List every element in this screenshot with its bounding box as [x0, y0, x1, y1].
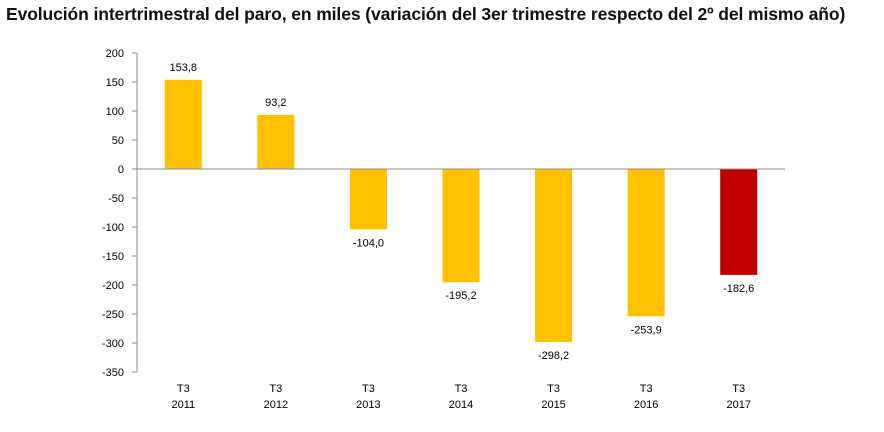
y-tick-label: -150 — [102, 251, 124, 263]
bars — [164, 79, 758, 342]
bar — [164, 79, 202, 169]
bar — [720, 169, 758, 275]
y-tick-label: 0 — [118, 164, 124, 176]
y-tick-label: 150 — [106, 77, 124, 89]
data-labels: 153,8 93,2 -104,0 -195,2 -298,2 -253,9 -182,6 — [170, 62, 755, 362]
bar — [349, 169, 387, 230]
bar — [627, 169, 665, 317]
data-label: -104,0 — [353, 237, 384, 249]
x-tick-label: 2015 — [541, 399, 565, 411]
y-tick-label: 100 — [106, 106, 124, 118]
x-tick-label: 2016 — [634, 399, 658, 411]
y-tick-label: -250 — [102, 309, 124, 321]
data-label: -195,2 — [445, 290, 476, 302]
x-tick-label: T3 — [269, 383, 282, 395]
y-tick-label: -50 — [108, 193, 124, 205]
chart-title: Evolución intertrimestral del paro, en m… — [6, 4, 846, 24]
data-label: 93,2 — [265, 97, 286, 109]
y-tick-label: -300 — [102, 338, 124, 350]
x-tick-label: 2011 — [171, 399, 195, 411]
y-tick-label: -350 — [102, 367, 124, 379]
y-tick-label: 200 — [106, 48, 124, 60]
x-tick-label: T3 — [177, 383, 190, 395]
data-label: -182,6 — [723, 283, 754, 295]
data-label: -253,9 — [631, 324, 662, 336]
x-tick-label: T3 — [732, 383, 745, 395]
y-tick-label: -100 — [102, 222, 124, 234]
x-tick-label: 2017 — [726, 399, 750, 411]
x-tick-label: 2014 — [449, 399, 473, 411]
bar — [257, 114, 295, 169]
bar — [442, 169, 480, 283]
y-tick-label: -200 — [102, 280, 124, 292]
x-axis: T3 2011 T3 2012 T3 2013 T3 2014 T3 2015 T3 2016 T3 20… — [137, 168, 785, 411]
bar — [535, 169, 573, 342]
data-label: -298,2 — [538, 350, 569, 362]
x-tick-label: T3 — [640, 383, 653, 395]
y-axis: 200 150 100 50 0 -50 -100 -150 -200 -250 -300 -350 — [102, 48, 138, 379]
data-label: 153,8 — [170, 62, 198, 74]
x-tick-label: T3 — [455, 383, 468, 395]
x-tick-label: T3 — [547, 383, 560, 395]
x-tick-label: 2012 — [264, 399, 288, 411]
x-tick-label: T3 — [362, 383, 375, 395]
y-tick-label: 50 — [112, 135, 124, 147]
x-tick-label: 2013 — [356, 399, 380, 411]
